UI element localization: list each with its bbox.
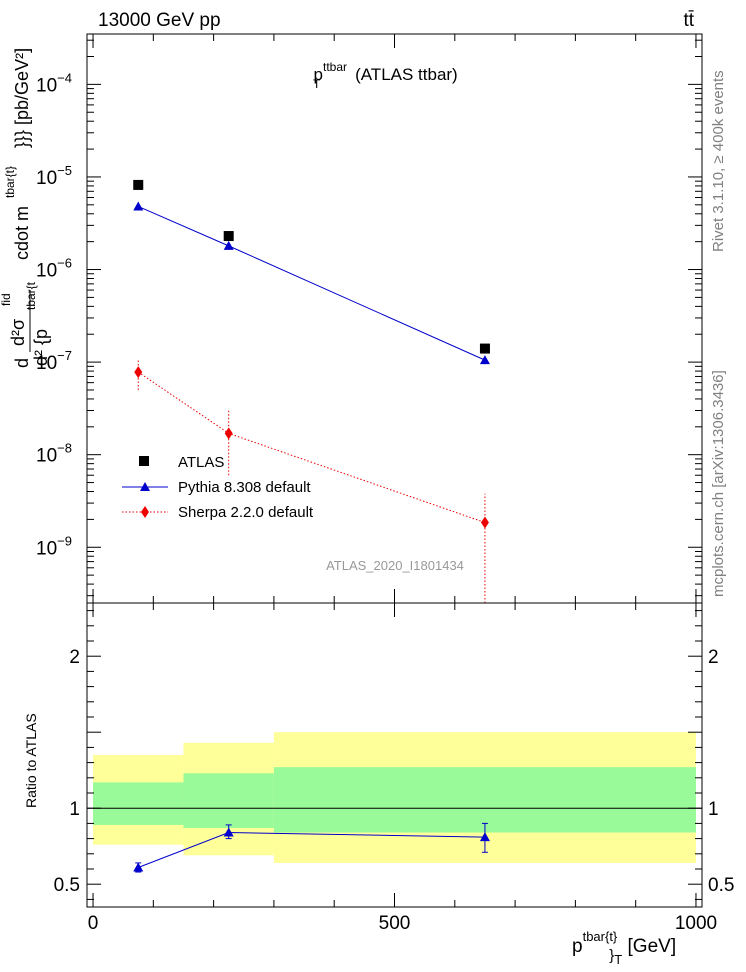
ratio-y-tick-label-left: 0.5 [54, 875, 80, 896]
arxiv-label: mcplots.cern.ch [arXiv:1306.3436] [710, 370, 727, 597]
legend-sherpa-marker [141, 506, 149, 518]
sherpa-point [134, 366, 143, 379]
ylabel-denominator: d² {p [31, 329, 51, 366]
main-y-tick-label: 10−4 [36, 70, 72, 96]
main-y-tick-label: 10−8 [36, 441, 72, 467]
ylabel-d: d [12, 358, 32, 368]
ratio-panel [133, 822, 490, 873]
ratio-y-tick-label-right: 2 [708, 647, 719, 668]
axes: 10−9 10−8 10−7 10−6 10−5 10−4 0.5 0.5 1 1 2 2 0 500 10… [36, 33, 734, 934]
main-y-tick-label: 10−5 [36, 163, 72, 189]
rivet-label: Rivet 3.1.10, ≥ 400k events [710, 70, 727, 252]
sherpa-point [480, 516, 489, 529]
pythia-point [223, 240, 234, 250]
ratio-y-tick-label-left: 2 [69, 647, 80, 668]
atlas-point [133, 179, 144, 190]
ratio-band-green-2 [273, 767, 696, 833]
pythia-line [138, 205, 486, 361]
energy-label: 13000 GeV pp [98, 10, 221, 31]
legend-atlas-marker [139, 456, 149, 466]
legend-sherpa-label: Sherpa 2.2.0 default [178, 504, 314, 521]
pythia-ratio-point [223, 827, 234, 837]
ylabel-sigma: d²σ [8, 319, 28, 346]
analysis-watermark: ATLAS_2020_I1801434 [326, 558, 464, 573]
legend-atlas-label: ATLAS [178, 454, 224, 471]
ylabel-fid: fid [0, 293, 13, 306]
ylabel-m-sup: tbar{t} [3, 166, 17, 198]
ylabel-denominator-sup: tbar{t [24, 281, 38, 310]
pythia-ratio-point [133, 862, 144, 872]
ratio-y-tick-label-right: 1 [708, 799, 719, 820]
x-axis-label: ptbar{t}}T [GeV] [572, 929, 676, 967]
ylabel-unit: }}} [pb/GeV²] [12, 48, 32, 148]
plot-title: pttbar T (ATLAS ttbar) [313, 60, 458, 91]
ratio-y-tick-label-left: 1 [69, 799, 80, 820]
legend: ATLAS Pythia 8.308 default Sherpa 2.2.0 … [122, 454, 314, 521]
main-y-tick-label: 10−7 [36, 348, 72, 374]
ratio-band-green-0 [93, 782, 184, 825]
process-label: tt̄ [683, 10, 694, 31]
ratio-y-axis-label: Ratio to ATLAS [23, 713, 39, 808]
ratio-band-green-1 [183, 773, 274, 828]
main-y-tick-label: 10−9 [36, 533, 72, 559]
atlas-point [223, 231, 234, 242]
main-y-tick-label: 10−6 [36, 256, 72, 282]
x-tick-label: 0 [88, 913, 99, 934]
legend-pythia-label: Pythia 8.308 default [178, 479, 311, 496]
x-tick-label: 1000 [675, 913, 717, 934]
ylabel-cdot: cdot m [12, 206, 32, 260]
sherpa-point [224, 427, 233, 440]
legend-pythia-marker [140, 482, 150, 491]
x-tick-label: 500 [379, 913, 411, 934]
pythia-point [133, 201, 144, 211]
ratio-y-tick-label-right: 0.5 [708, 875, 734, 896]
atlas-point [479, 343, 490, 354]
sherpa-line [137, 371, 486, 523]
pythia-point [479, 355, 490, 365]
main-panel [133, 179, 490, 603]
main-y-axis-label: d d²σ fid d² {p tbar{t cdot m tbar{t} }}… [0, 48, 51, 368]
ratio-bands [87, 732, 702, 863]
pythia-ratio-point [479, 832, 490, 842]
